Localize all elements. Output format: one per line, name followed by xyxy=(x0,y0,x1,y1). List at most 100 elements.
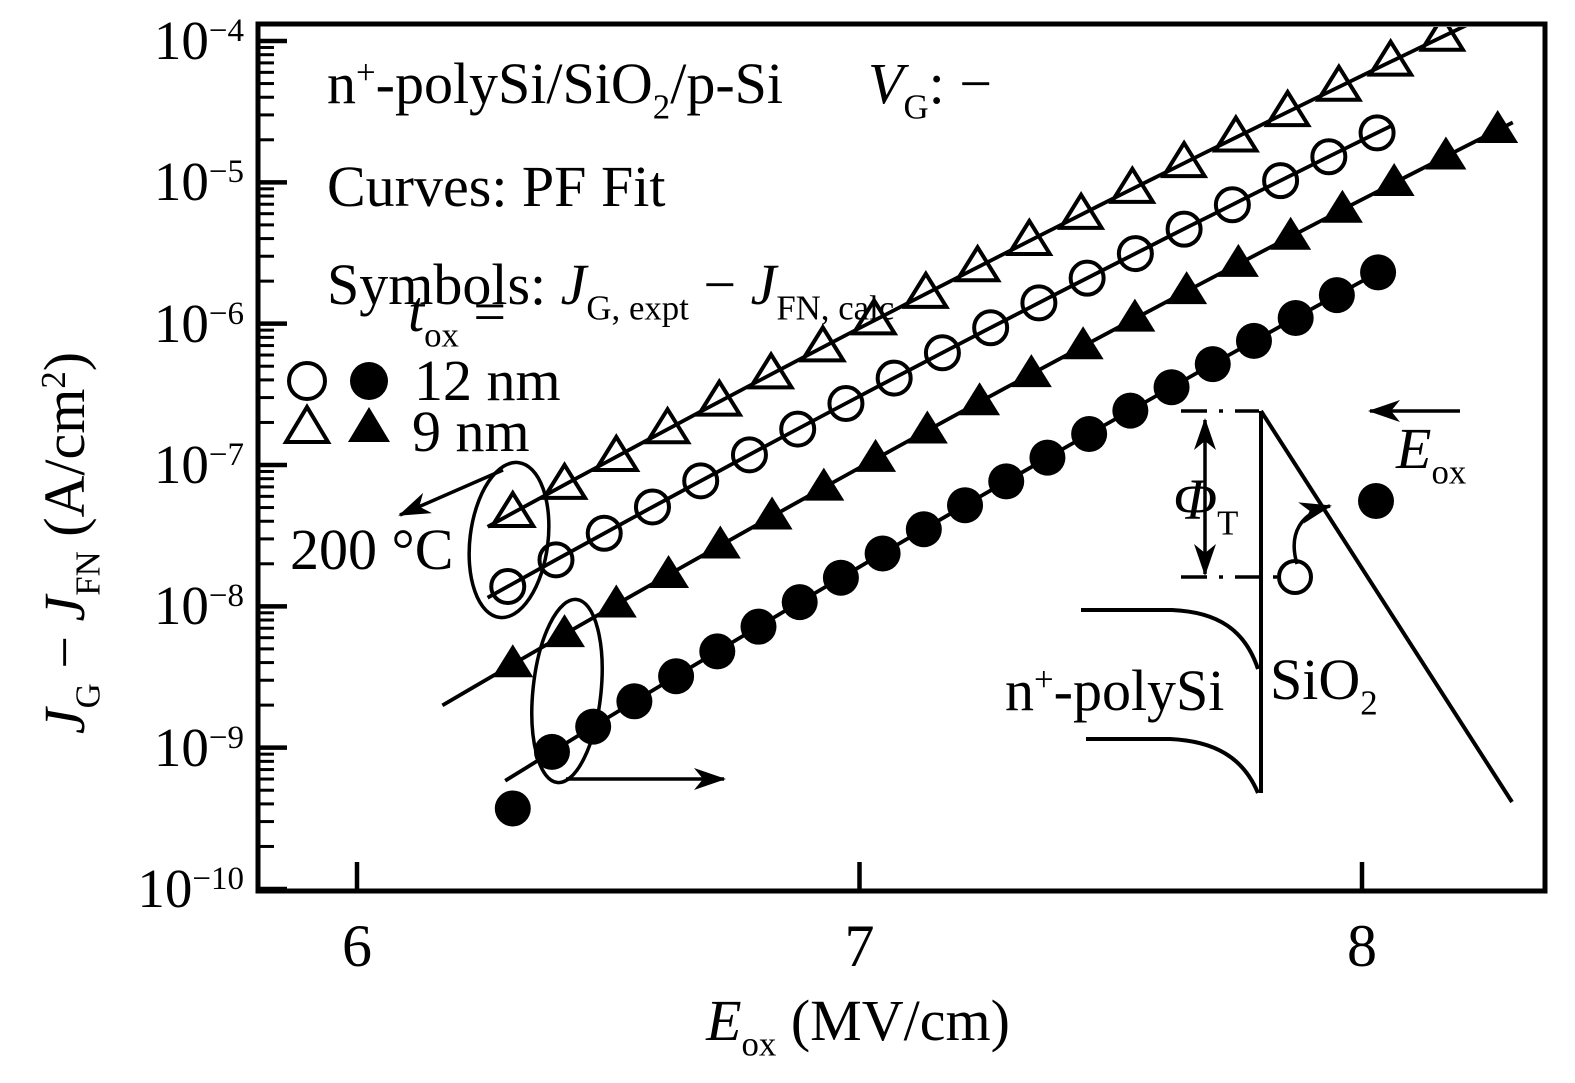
data-point-triangle-filled xyxy=(1166,271,1208,305)
data-point-circle-filled xyxy=(1029,439,1066,476)
x-tick-label: 6 xyxy=(342,913,372,979)
series-layer xyxy=(441,27,1519,827)
temperature-label: 200 °C xyxy=(290,517,454,582)
series-markers xyxy=(489,114,1396,606)
data-point-circle-open xyxy=(1068,259,1106,297)
oxide-label: SiO2 xyxy=(1270,647,1378,723)
data-point-triangle-open xyxy=(1314,63,1363,102)
data-point-triangle-open xyxy=(1263,88,1312,128)
data-point-triangle-filled xyxy=(1062,326,1104,360)
data-point-triangle-filled xyxy=(803,467,845,501)
data-point-circle-filled xyxy=(947,487,984,524)
gate-bias-label: VG: − xyxy=(868,51,992,127)
data-point-triangle-filled xyxy=(544,614,586,648)
data-point-circle-filled xyxy=(822,559,859,596)
data-point-triangle-filled xyxy=(959,382,1001,416)
data-point-circle-open xyxy=(682,462,720,500)
data-point-circle-filled xyxy=(1235,322,1272,359)
axis-ticks xyxy=(258,38,1365,892)
data-point-circle-open xyxy=(1358,114,1396,152)
data-point-circle-open xyxy=(1165,210,1203,248)
x-tick-label: 7 xyxy=(844,913,875,979)
data-point-circle-open xyxy=(537,541,575,579)
y-tick-label: 10−7 xyxy=(153,434,244,495)
data-point-triangle-open xyxy=(849,296,899,336)
data-point-triangle-open xyxy=(643,405,692,445)
data-point-circle-filled xyxy=(740,608,777,645)
oxide-field-label: Eox xyxy=(1396,416,1467,492)
data-point-triangle-open xyxy=(901,270,950,309)
data-point-circle-open xyxy=(972,309,1010,347)
data-point-circle-filled xyxy=(494,790,531,827)
data-point-circle-filled xyxy=(781,584,818,621)
data-point-triangle-filled xyxy=(1477,110,1519,144)
data-point-circle-open xyxy=(633,488,671,526)
data-point-circle-filled xyxy=(1112,392,1149,429)
emission-arrow xyxy=(1292,502,1332,565)
data-point-circle-filled xyxy=(905,511,942,548)
polysi-band-lower-curve xyxy=(1086,737,1260,794)
data-point-circle-open xyxy=(1310,138,1348,176)
data-point-circle-filled xyxy=(1318,277,1355,314)
data-point-triangle-open xyxy=(1366,37,1415,77)
data-point-triangle-open xyxy=(953,243,1002,283)
data-point-triangle-open xyxy=(746,350,796,390)
data-point-circle-open xyxy=(1116,235,1154,273)
data-point-triangle-filled xyxy=(595,584,637,618)
legend-circle-filled-icon xyxy=(350,362,388,400)
data-point-triangle-filled xyxy=(855,438,897,472)
y-tick-label: 10−8 xyxy=(153,575,244,637)
band-diagram-inset xyxy=(1081,400,1514,804)
data-point-triangle-filled xyxy=(751,496,793,530)
data-point-circle-filled xyxy=(864,535,901,572)
data-point-circle-filled xyxy=(1153,369,1190,406)
data-point-triangle-filled xyxy=(648,554,690,588)
data-point-triangle-filled xyxy=(699,525,741,559)
y-tick-label: 10−10 xyxy=(137,858,244,919)
data-point-circle-filled xyxy=(1194,346,1231,383)
data-point-circle-filled xyxy=(658,658,695,695)
data-point-circle-open xyxy=(875,359,913,397)
data-point-triangle-open xyxy=(1160,139,1209,179)
data-point-circle-open xyxy=(730,436,768,474)
data-point-triangle-open xyxy=(1057,191,1106,230)
legend-markers xyxy=(282,361,390,444)
data-point-triangle-open xyxy=(1108,165,1157,204)
data-point-circle-open xyxy=(1213,186,1251,224)
device-stack-label: n+-polySi/SiO2/p-Si xyxy=(327,51,784,127)
y-tick-label: 10−6 xyxy=(153,292,244,354)
oxide-band-line xyxy=(1259,409,1514,804)
data-point-circle-open xyxy=(1262,162,1300,200)
data-point-circle-filled xyxy=(1071,416,1108,453)
data-point-triangle-open xyxy=(540,461,589,500)
plot-frame xyxy=(255,21,1548,894)
x-axis-title: Eox (MV/cm) xyxy=(706,988,1010,1064)
data-point-circle-filled xyxy=(1277,300,1314,337)
legend-triangle-filled-icon xyxy=(348,407,390,442)
legend-label-9nm: 9 nm xyxy=(412,399,530,464)
data-point-triangle-open xyxy=(695,377,744,417)
open-symbols-arrow xyxy=(398,468,504,517)
y-tick-label: 10−9 xyxy=(153,716,244,778)
y-axis-title: JG − JFN (A/cm2) xyxy=(32,351,108,735)
data-point-circle-open xyxy=(779,410,817,448)
data-point-circle-open xyxy=(489,568,527,606)
data-point-triangle-filled xyxy=(1425,136,1467,170)
series-markers xyxy=(488,27,1467,529)
legend-label-12nm: 12 nm xyxy=(414,348,561,413)
curves-label: Curves: PF Fit xyxy=(327,154,666,219)
data-point-circle-open xyxy=(1020,284,1058,322)
series-markers xyxy=(494,254,1397,827)
symbols-label: Symbols: JG, expt − JFN, calc xyxy=(327,252,895,328)
trapped-electron-icon xyxy=(1277,559,1313,595)
polysi-band-upper-curve xyxy=(1081,608,1260,670)
legend-circle-open-icon xyxy=(287,361,327,401)
y-tick-label: 10−5 xyxy=(153,151,244,213)
data-point-circle-filled xyxy=(575,708,612,745)
electrode-label: n+-polySi xyxy=(1005,658,1225,723)
data-point-triangle-open xyxy=(798,323,847,363)
data-point-triangle-open xyxy=(1418,27,1467,52)
emitted-electron-icon xyxy=(1358,483,1394,519)
